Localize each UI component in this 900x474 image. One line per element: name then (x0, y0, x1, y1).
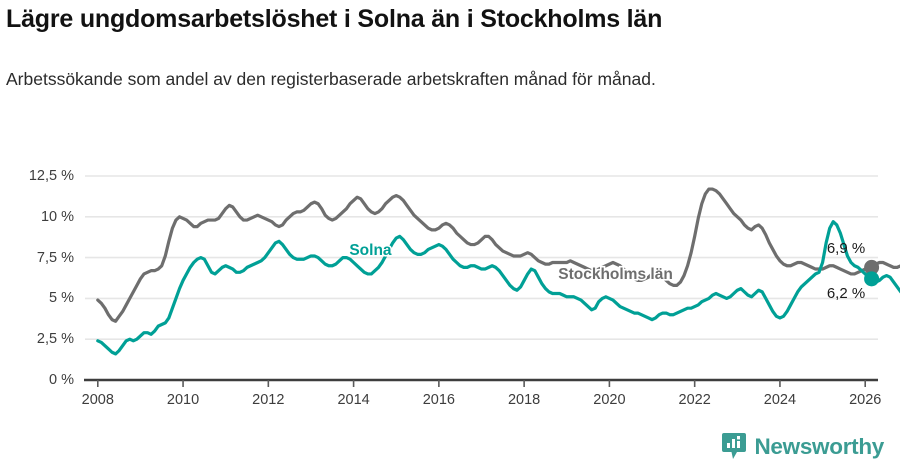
x-axis-label: 2024 (763, 392, 797, 408)
page-subtitle: Arbetssökande som andel av den registerb… (6, 69, 656, 89)
logo-wordmark: Newsworthy (754, 434, 884, 459)
x-axis-label: 2008 (81, 392, 114, 408)
x-axis-label: 2026 (849, 392, 882, 408)
x-axis-label: 2014 (337, 392, 370, 408)
x-axis-label: 2018 (507, 392, 541, 408)
y-axis-label: 0 % (49, 372, 74, 388)
value-annotation: 6,2 % (826, 285, 866, 303)
bar-chart-bubble-icon (722, 433, 747, 459)
y-axis-label: 2,5 % (36, 331, 74, 348)
y-axis-label: 7,5 % (36, 249, 74, 266)
y-axis-label: 10 % (40, 208, 74, 225)
y-axis-label: 12,5 % (28, 168, 74, 184)
newsworthy-logo: Newsworthy (721, 432, 884, 462)
x-axis-label: 2012 (252, 392, 285, 408)
x-axis-label: 2022 (678, 392, 711, 408)
y-axis-label: 5 % (49, 290, 74, 307)
x-axis-label: 2020 (593, 392, 626, 408)
series-label: Stockholms län (557, 264, 675, 284)
value-annotation: 6,9 % (826, 239, 866, 257)
x-axis-label: 2016 (422, 392, 455, 408)
x-axis-label: 2010 (166, 392, 200, 408)
series-label: Solna (348, 240, 393, 260)
page-title: Lägre ungdomsarbetslöshet i Solna än i S… (6, 5, 663, 33)
